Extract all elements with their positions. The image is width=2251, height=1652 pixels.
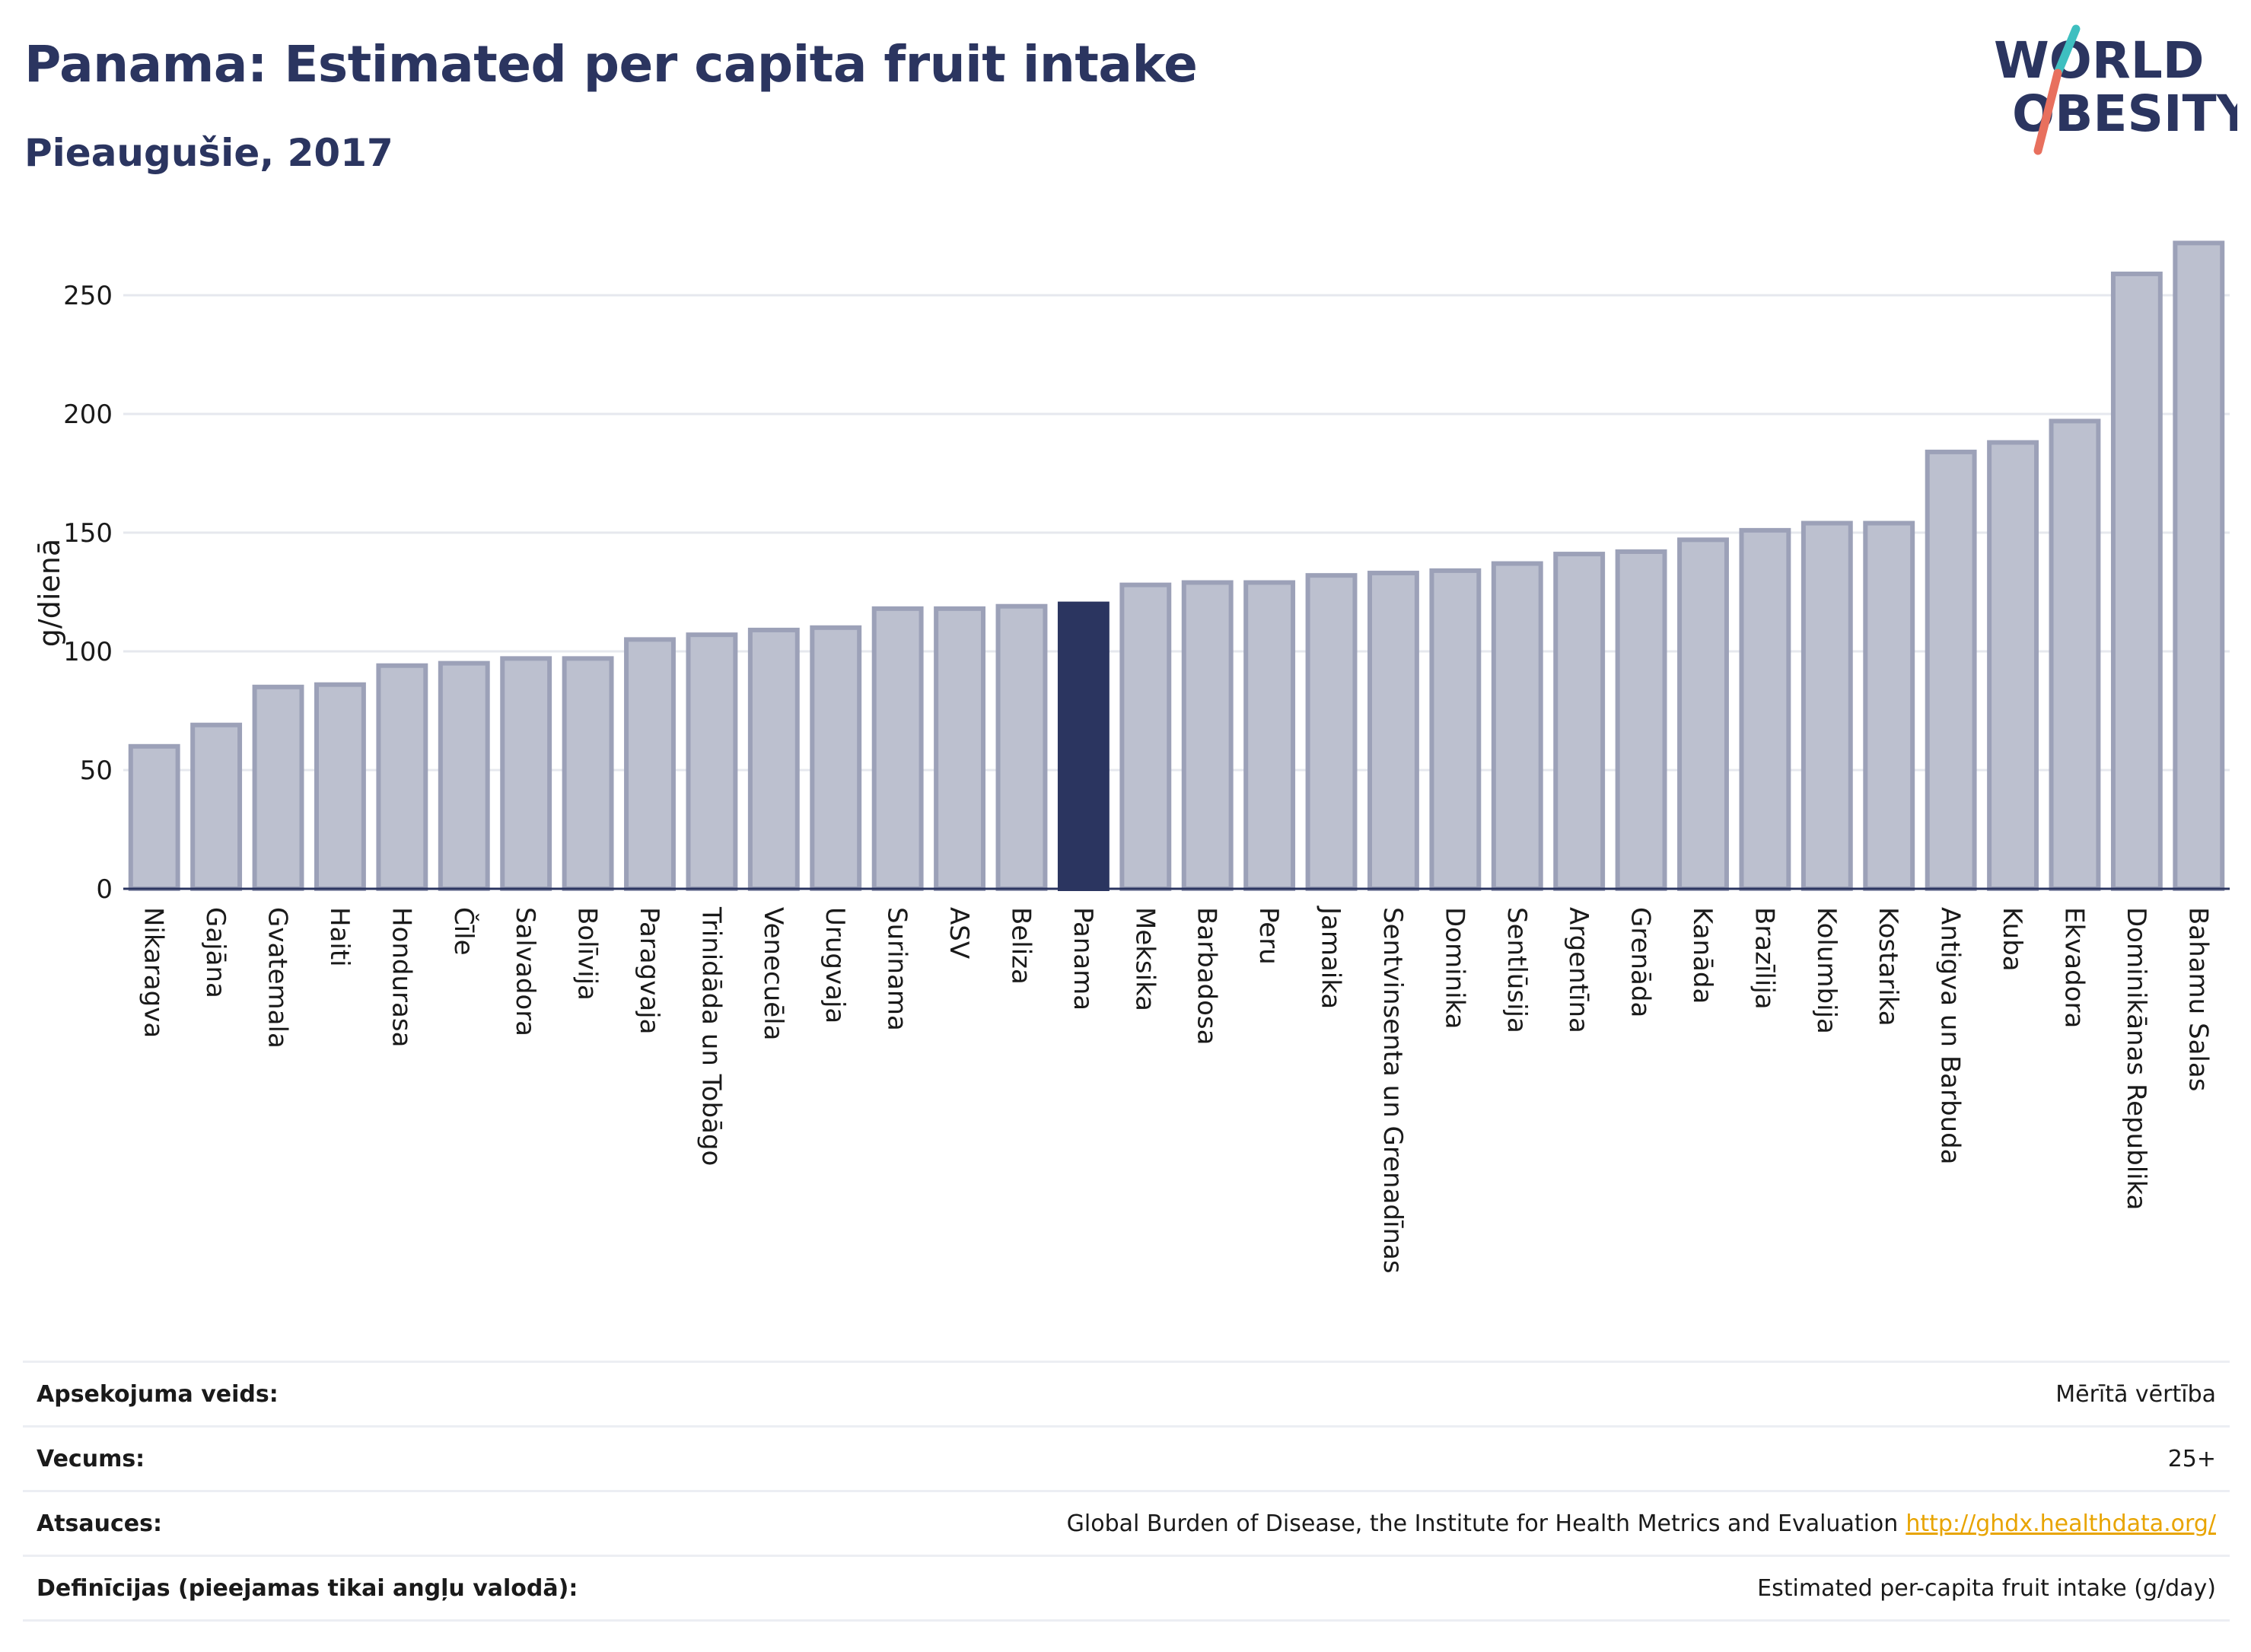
bar-7 (562, 656, 614, 891)
x-tick-label: Antigva un Barbuda (1935, 907, 1966, 1165)
reference-source-text: Global Burden of Disease, the Institute … (1066, 1510, 1899, 1537)
bar-29 (1925, 449, 1977, 891)
meta-row-survey-type: Apsekojuma veids: Mērītā vērtība (23, 1361, 2230, 1425)
bar-31 (2049, 419, 2101, 891)
bar-9 (686, 632, 738, 891)
x-tick-label: Nikaragva (138, 907, 169, 1038)
bar-16 (1119, 582, 1172, 891)
bar-15 (1057, 601, 1110, 891)
bar-1 (190, 722, 243, 891)
x-tick-label: Kuba (1997, 907, 2027, 972)
meta-value: Mērītā vērtība (2055, 1380, 2216, 1408)
bar-11 (810, 625, 862, 891)
world-obesity-logo: WORLD OBESITY (1994, 24, 2237, 155)
x-tick-label: Trinidāda un Tobāgo (696, 906, 726, 1166)
y-tick-label: 0 (96, 874, 113, 905)
x-tick-label: Brazīlija (1749, 907, 1779, 1010)
bar-19 (1305, 573, 1358, 891)
logo-slash-teal (2053, 24, 2081, 78)
x-tick-label: Panama (1068, 907, 1098, 1011)
x-tick-label: Argentīna (1563, 907, 1594, 1033)
x-tick-label: Meksika (1129, 907, 1160, 1011)
x-tick-label: Bahamu Salas (2183, 907, 2213, 1091)
bar-23 (1553, 552, 1606, 892)
bar-27 (1800, 520, 1853, 892)
x-tick-label: Haiti (324, 907, 355, 967)
meta-value: 25+ (2167, 1445, 2216, 1472)
x-tick-label: Barbadosa (1192, 907, 1222, 1046)
bar-12 (871, 606, 924, 892)
x-tick-label: Gajāna (200, 907, 231, 998)
meta-row-definitions: Definīcijas (pieejamas tikai angļu valod… (23, 1555, 2230, 1622)
y-tick-label: 50 (80, 756, 113, 786)
reference-link[interactable]: http://ghdx.healthdata.org/ (1906, 1510, 2216, 1537)
chart-subtitle: Pieaugušie, 2017 (24, 131, 393, 175)
bar-8 (624, 637, 676, 892)
y-tick-label: 200 (63, 399, 113, 430)
bar-14 (995, 603, 1048, 891)
meta-label: Definīcijas (pieejamas tikai angļu valod… (37, 1574, 578, 1602)
x-tick-label: Salvadora (510, 907, 540, 1036)
bar-30 (1987, 440, 2039, 891)
x-tick-label: Jamaika (1316, 906, 1346, 1009)
logo-text-world: WORLD (1994, 31, 2205, 90)
meta-value: Estimated per-capita fruit intake (g/day… (1757, 1574, 2216, 1602)
bar-33 (2173, 240, 2225, 891)
chart-title: Panama: Estimated per capita fruit intak… (24, 35, 1198, 94)
meta-row-age: Vecums: 25+ (23, 1425, 2230, 1490)
x-tick-label: Ekvadora (2058, 907, 2089, 1028)
x-tick-label: Kanāda (1687, 907, 1718, 1004)
bar-0 (128, 743, 180, 891)
bar-26 (1739, 527, 1791, 891)
x-tick-label: Surinama (882, 907, 912, 1031)
x-tick-label: Bolīvija (572, 907, 603, 1001)
metadata-table: Apsekojuma veids: Mērītā vērtība Vecums:… (23, 1361, 2230, 1622)
x-tick-label: Dominikānas Republika (2121, 907, 2151, 1211)
bar-18 (1243, 580, 1296, 892)
bar-3 (314, 682, 366, 891)
y-tick-label: 100 (63, 637, 113, 667)
meta-label: Apsekojuma veids: (37, 1380, 279, 1408)
bar-6 (500, 656, 552, 891)
meta-label: Atsauces: (37, 1510, 162, 1537)
bar-17 (1181, 580, 1234, 892)
bar-32 (2110, 271, 2163, 892)
x-tick-label: Grenāda (1625, 907, 1656, 1017)
x-tick-label: Dominika (1439, 907, 1469, 1029)
bar-13 (934, 606, 985, 892)
x-tick-label: Paragvaja (634, 907, 664, 1034)
x-tick-label: Sentlūsija (1501, 907, 1532, 1033)
x-tick-label: Sentvinsenta un Grenadīnas (1377, 907, 1408, 1274)
bar-4 (376, 663, 428, 891)
x-tick-label: Hondurasa (386, 907, 416, 1047)
meta-row-references: Atsauces: Global Burden of Disease, the … (23, 1490, 2230, 1555)
x-tick-label: ASV (944, 907, 974, 959)
x-tick-label: Gvatemala (263, 907, 293, 1049)
bar-10 (747, 627, 800, 891)
bar-28 (1863, 520, 1915, 892)
x-tick-label: Beliza (1005, 907, 1036, 985)
bar-21 (1429, 568, 1482, 891)
bar-25 (1677, 537, 1729, 891)
y-tick-label: 150 (63, 518, 113, 549)
y-axis-label: g/dienā (33, 539, 66, 647)
bar-24 (1615, 549, 1667, 892)
meta-label: Vecums: (37, 1445, 145, 1472)
y-tick-label: 250 (63, 281, 113, 311)
x-tick-label: Urugvaja (820, 907, 850, 1023)
x-tick-label: Venecuēla (758, 907, 788, 1040)
meta-value-references: Global Burden of Disease, the Institute … (1067, 1510, 2230, 1537)
bar-22 (1491, 561, 1543, 891)
bar-20 (1367, 571, 1419, 891)
x-tick-label: Kostarika (1873, 907, 1903, 1027)
bar-2 (252, 684, 304, 891)
x-tick-label: Čīle (448, 907, 479, 956)
logo-slash-coral (2033, 68, 2062, 155)
bar-5 (438, 660, 490, 891)
x-tick-label: Peru (1253, 907, 1284, 965)
bar-chart: 0 50 100 150 200 250 g/dienā Nikaragva Gajāna Gva… (33, 240, 2230, 1274)
x-tick-label: Kolumbija (1811, 907, 1842, 1034)
